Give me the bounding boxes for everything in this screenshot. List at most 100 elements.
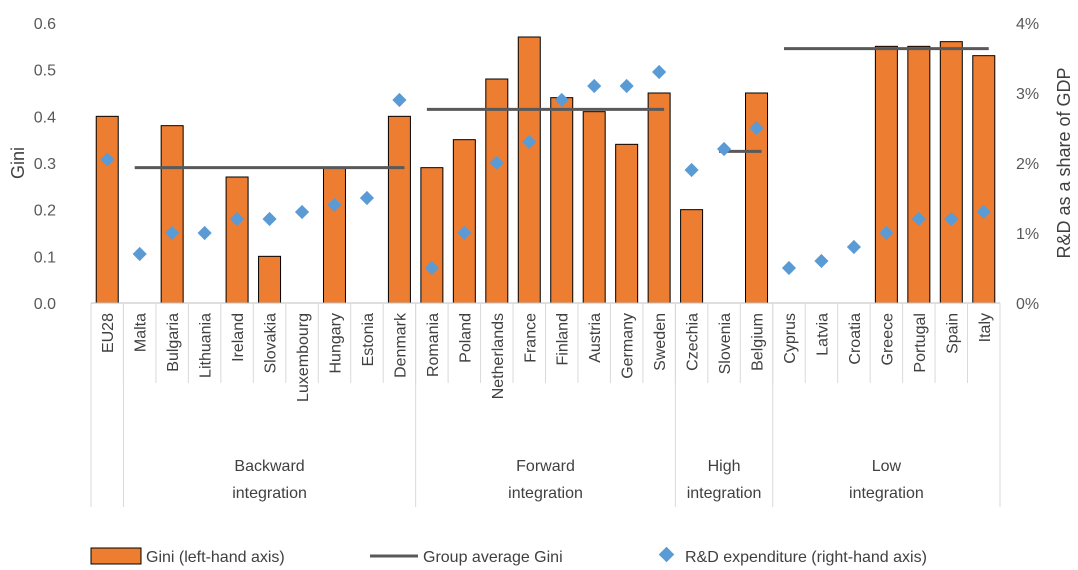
rd-point: [716, 141, 732, 157]
category-label: Poland: [457, 313, 474, 363]
gini-bar: [387, 115, 411, 304]
y-tick-label: 0.6: [34, 16, 56, 33]
y-tick-label: 0.2: [34, 203, 56, 220]
category-label: Luxembourg: [295, 313, 312, 402]
rd-point: [619, 78, 634, 94]
rd-point: [879, 225, 894, 241]
gini-bar: [939, 41, 963, 304]
rd-point: [749, 120, 764, 136]
category-label: France: [522, 313, 539, 363]
group-label: High: [708, 458, 741, 475]
x-axis: [90, 302, 1001, 507]
gini-bar: [647, 92, 671, 304]
category-label: Portugal: [912, 313, 929, 373]
rd-point: [489, 155, 504, 171]
category-label: Slovakia: [263, 313, 280, 374]
rd-point: [262, 211, 277, 227]
y-tick-label: 0.3: [34, 156, 56, 173]
rd-point: [165, 225, 180, 241]
group-label: integration: [849, 485, 924, 502]
rd-point: [781, 260, 797, 276]
y2-axis-ticks: 0% 1% 2% 3% 4%: [1016, 16, 1039, 313]
category-label: Sweden: [652, 313, 669, 371]
rd-point: [197, 225, 212, 241]
rd-point: [132, 246, 147, 262]
gini-bar: [485, 78, 509, 304]
gini-bar: [550, 97, 574, 304]
rd-point: [554, 92, 569, 108]
group-label: integration: [687, 485, 762, 502]
category-label: EU28: [100, 313, 117, 353]
gini-bar: [420, 167, 444, 304]
gini-bar: [258, 255, 282, 304]
category-label: Belgium: [750, 313, 767, 371]
rd-point: [684, 162, 699, 178]
category-label: Slovenia: [717, 313, 734, 374]
category-label: Greece: [879, 313, 896, 366]
category-label: Germany: [620, 313, 637, 379]
category-label: Bulgaria: [165, 313, 182, 372]
rd-point: [392, 92, 407, 108]
rd-point: [911, 211, 926, 227]
gini-bar: [225, 176, 249, 304]
rd-points: [100, 64, 991, 276]
category-label: Hungary: [327, 313, 344, 373]
legend-label-gini: Gini (left-hand axis): [146, 549, 285, 566]
category-label: Romania: [425, 313, 442, 377]
gini-bar: [615, 143, 639, 304]
rd-point: [294, 204, 310, 220]
legend-swatch-gini: [90, 547, 142, 565]
rd-point: [587, 78, 602, 94]
y-axis-title: Gini: [8, 147, 28, 179]
category-label: Latvia: [814, 313, 831, 356]
category-label: Malta: [133, 313, 150, 352]
rd-point: [976, 204, 991, 220]
gini-bar: [322, 167, 346, 304]
rd-point: [457, 225, 472, 241]
group-label: Backward: [234, 458, 304, 475]
group-label: integration: [508, 485, 583, 502]
y2-tick-label: 2%: [1016, 156, 1039, 173]
group-label: Forward: [516, 458, 575, 475]
gini-bars: [95, 36, 996, 304]
category-label: Austria: [587, 313, 604, 363]
rd-point: [230, 211, 245, 227]
gini-bar: [582, 111, 606, 304]
gini-bar: [874, 45, 898, 304]
category-label: Netherlands: [490, 313, 507, 399]
y2-tick-label: 3%: [1016, 86, 1039, 103]
y2-tick-label: 4%: [1016, 16, 1039, 33]
category-label: Czechia: [685, 313, 702, 371]
gini-bar: [517, 36, 541, 304]
legend-swatch-rd: [658, 546, 675, 563]
y-tick-label: 0.5: [34, 63, 56, 80]
legend: Gini (left-hand axis) Group average Gini…: [90, 546, 927, 566]
legend-label-rd: R&D expenditure (right-hand axis): [685, 549, 927, 566]
gini-bar: [907, 45, 931, 304]
y2-tick-label: 0%: [1016, 296, 1039, 313]
legend-label-group-average: Group average Gini: [423, 549, 563, 566]
category-label: Cyprus: [782, 313, 799, 364]
rd-point: [522, 134, 537, 150]
gini-bar: [680, 209, 704, 304]
category-label: Ireland: [230, 313, 247, 362]
rd-point: [359, 190, 375, 206]
y-tick-label: 0.0: [34, 296, 56, 313]
group-label: integration: [232, 485, 307, 502]
category-label: Spain: [944, 313, 961, 354]
category-label: Denmark: [392, 312, 409, 378]
y2-tick-label: 1%: [1016, 226, 1039, 243]
gini-bar: [95, 115, 119, 304]
category-label: Estonia: [360, 313, 377, 366]
rd-point: [652, 64, 667, 80]
category-label: Croatia: [847, 313, 864, 365]
category-label: Italy: [977, 313, 994, 342]
gini-bar: [972, 55, 996, 304]
rd-point: [846, 239, 861, 255]
y-tick-label: 0.1: [34, 249, 56, 266]
rd-point: [814, 253, 829, 269]
category-label: Finland: [555, 313, 572, 365]
y-tick-label: 0.4: [34, 109, 56, 126]
rd-point: [327, 197, 342, 213]
